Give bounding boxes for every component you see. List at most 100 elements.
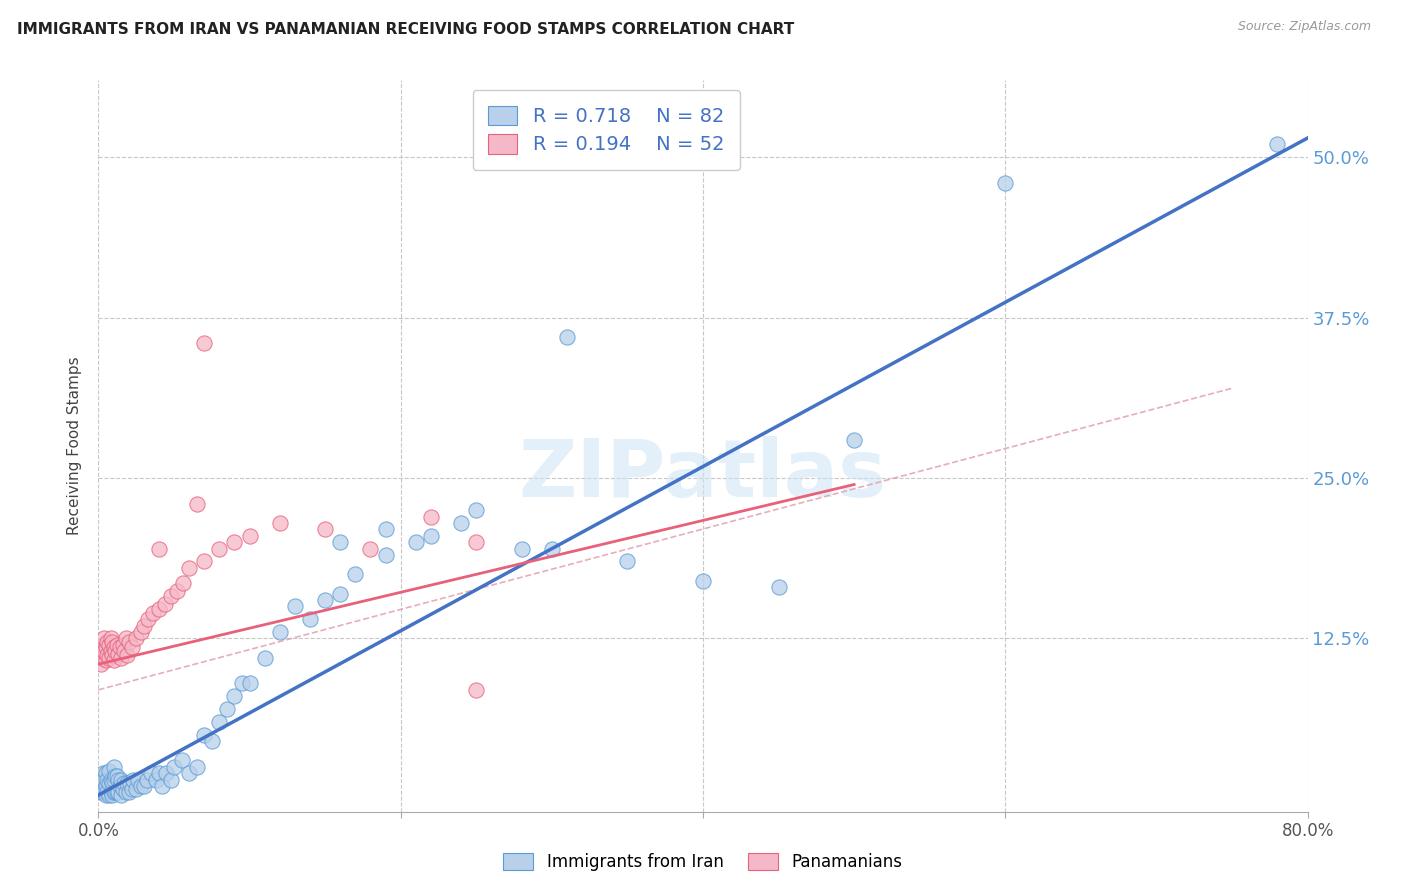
Point — [96, 648, 118, 662]
Point — [170, 753, 193, 767]
Point — [104, 785, 127, 799]
Point — [91, 766, 114, 780]
Point — [405, 535, 427, 549]
Point — [111, 638, 134, 652]
Point — [145, 772, 167, 787]
Point — [186, 760, 208, 774]
Point — [132, 779, 155, 793]
Point — [1267, 137, 1289, 152]
Point — [90, 785, 112, 799]
Point — [555, 330, 578, 344]
Text: Source: ZipAtlas.com: Source: ZipAtlas.com — [1237, 20, 1371, 33]
Point — [103, 760, 125, 774]
Point — [208, 541, 231, 556]
Point — [94, 788, 117, 802]
Point — [329, 586, 352, 600]
Point — [98, 776, 121, 790]
Point — [148, 766, 170, 780]
Point — [284, 599, 307, 614]
Point — [186, 497, 208, 511]
Point — [101, 648, 124, 662]
Point — [142, 606, 165, 620]
Point — [163, 760, 186, 774]
Point — [90, 657, 112, 672]
Point — [844, 433, 866, 447]
Point — [148, 541, 170, 556]
Point — [768, 580, 790, 594]
Point — [136, 612, 159, 626]
Point — [98, 638, 121, 652]
Point — [100, 632, 122, 646]
Point — [100, 785, 122, 799]
Point — [98, 650, 121, 665]
Point — [201, 734, 224, 748]
Point — [101, 775, 124, 789]
Point — [166, 584, 188, 599]
Point — [994, 176, 1017, 190]
Point — [160, 772, 183, 787]
Point — [179, 766, 201, 780]
Point — [160, 589, 183, 603]
Point — [360, 541, 382, 556]
Y-axis label: Receiving Food Stamps: Receiving Food Stamps — [67, 357, 83, 535]
Point — [374, 523, 396, 537]
Point — [103, 640, 125, 655]
Point — [329, 535, 352, 549]
Point — [129, 779, 152, 793]
Point — [103, 785, 125, 799]
Point — [107, 772, 129, 787]
Point — [110, 788, 132, 802]
Point — [269, 625, 291, 640]
Point — [94, 766, 117, 780]
Point — [420, 509, 443, 524]
Point — [465, 535, 488, 549]
Point — [374, 548, 396, 562]
Point — [420, 529, 443, 543]
Point — [94, 653, 117, 667]
Point — [108, 779, 131, 793]
Point — [540, 541, 562, 556]
Point — [692, 574, 714, 588]
Point — [239, 676, 262, 690]
Point — [101, 788, 124, 802]
Point — [111, 781, 134, 796]
Point — [193, 728, 215, 742]
Point — [269, 516, 291, 530]
Point — [510, 541, 533, 556]
Point — [215, 702, 238, 716]
Point — [96, 785, 118, 799]
Point — [118, 635, 141, 649]
Point — [129, 625, 152, 640]
Point — [465, 503, 488, 517]
Point — [224, 690, 246, 704]
Point — [104, 769, 127, 783]
Point — [115, 776, 138, 790]
Point — [112, 776, 135, 790]
Point — [105, 769, 128, 783]
Point — [94, 640, 117, 655]
Point — [299, 612, 322, 626]
Point — [98, 788, 121, 802]
Point — [107, 647, 129, 661]
Point — [107, 785, 129, 799]
Point — [96, 772, 118, 787]
Point — [93, 772, 115, 787]
Point — [120, 776, 142, 790]
Point — [93, 644, 115, 658]
Point — [193, 336, 215, 351]
Point — [450, 516, 472, 530]
Point — [208, 714, 231, 729]
Point — [239, 529, 262, 543]
Point — [98, 764, 121, 778]
Point — [616, 554, 638, 568]
Point — [344, 567, 367, 582]
Point — [141, 766, 163, 780]
Point — [125, 632, 148, 646]
Point — [96, 635, 118, 649]
Point — [114, 632, 136, 646]
Text: IMMIGRANTS FROM IRAN VS PANAMANIAN RECEIVING FOOD STAMPS CORRELATION CHART: IMMIGRANTS FROM IRAN VS PANAMANIAN RECEI… — [17, 22, 794, 37]
Point — [193, 554, 215, 568]
Point — [125, 781, 148, 796]
Point — [253, 650, 276, 665]
Point — [118, 785, 141, 799]
